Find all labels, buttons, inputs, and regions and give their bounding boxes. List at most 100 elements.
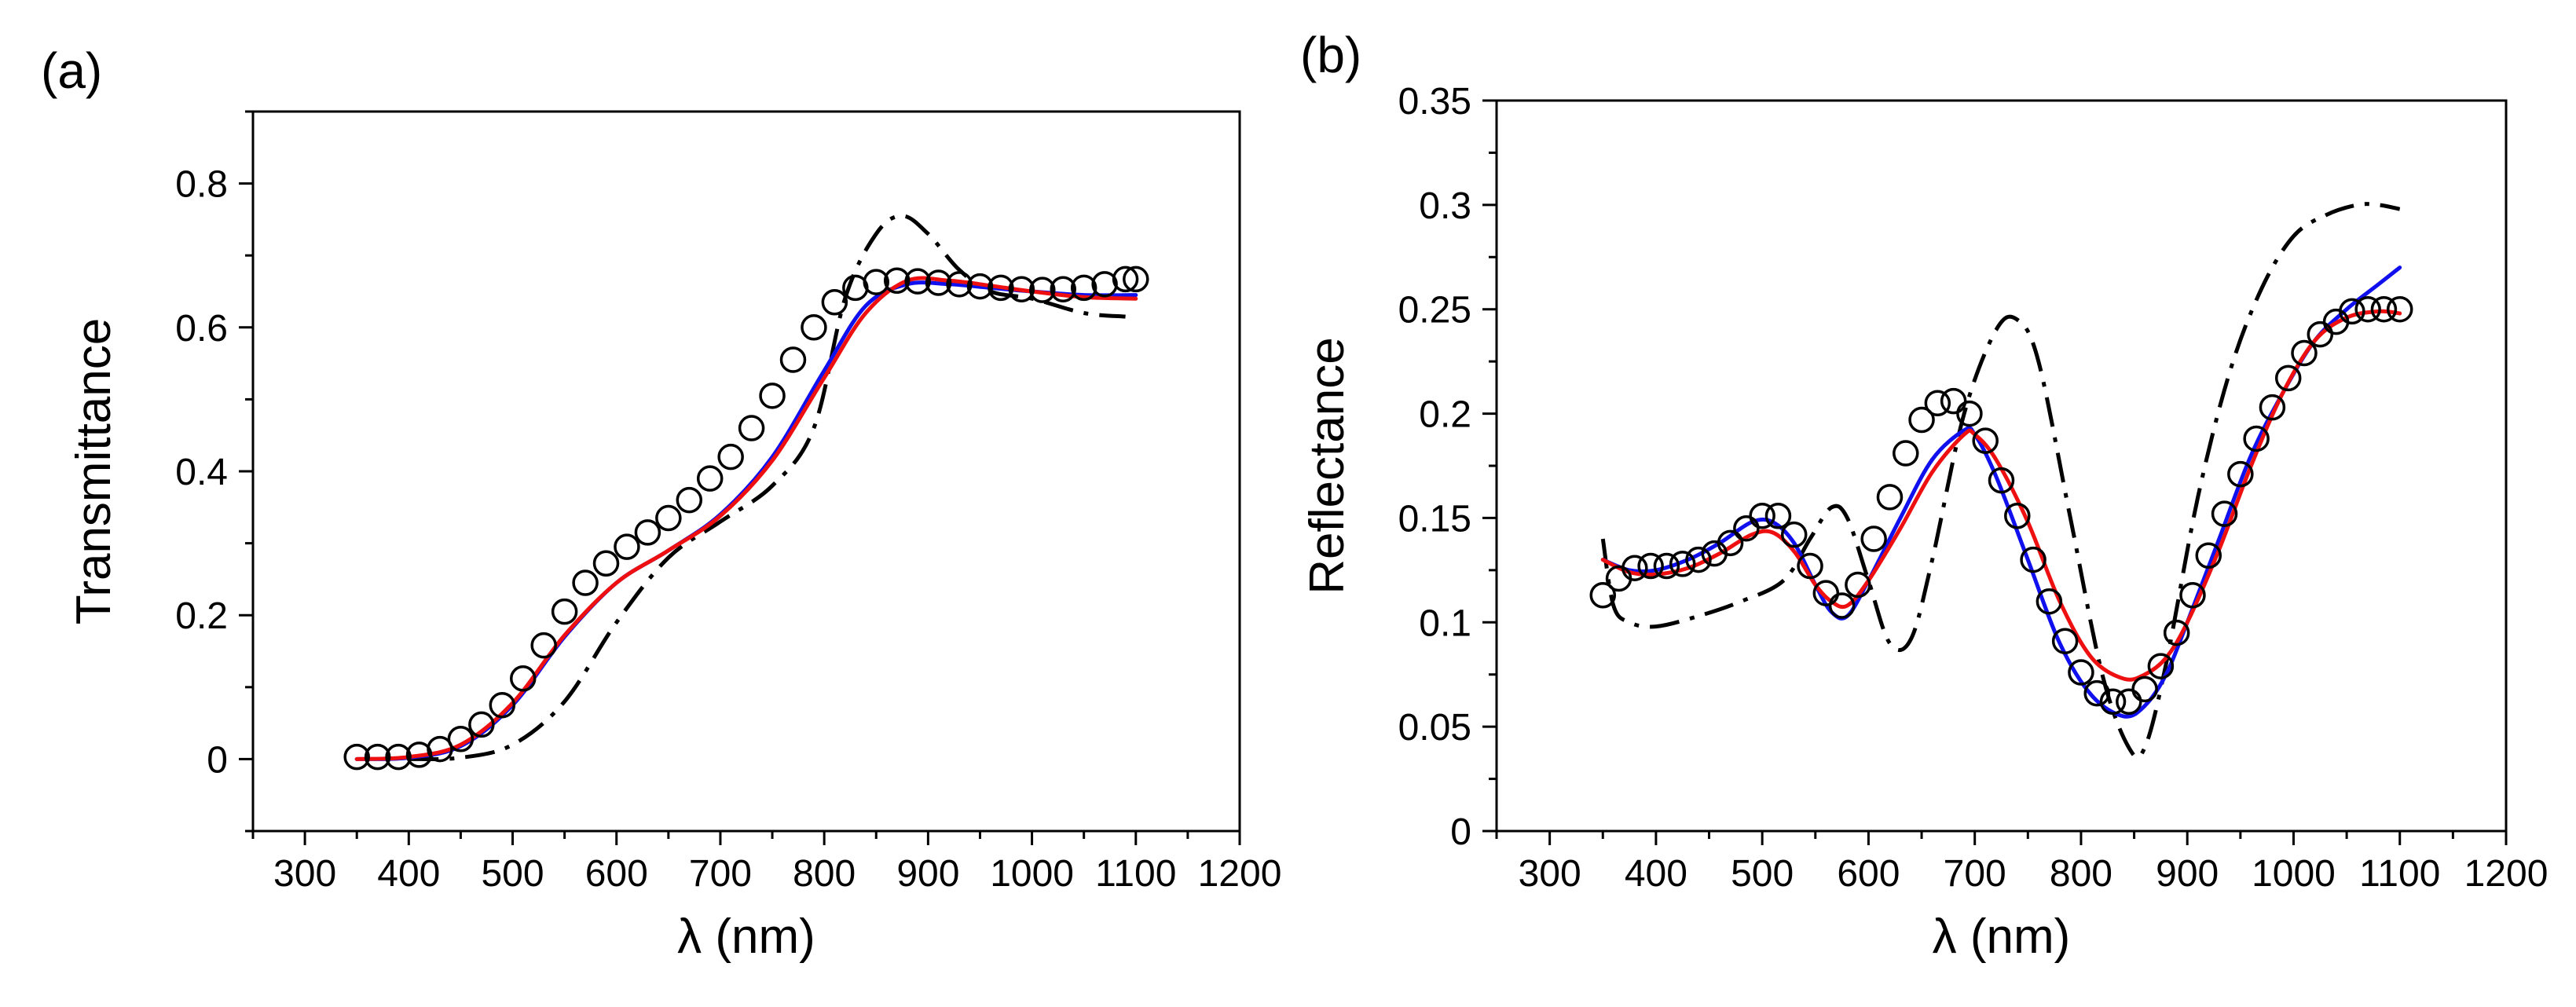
data-point (1653, 552, 1680, 580)
data-point (614, 533, 640, 560)
data-point (925, 269, 952, 296)
x-tick-label: 1100 (2359, 853, 2440, 895)
data-point (2307, 320, 2334, 348)
data-point (468, 711, 495, 738)
x-tick-label: 600 (585, 853, 648, 895)
data-point (2099, 688, 2127, 716)
y-tick-label: 0.2 (175, 595, 228, 637)
data-point (2163, 619, 2190, 646)
data-point (821, 288, 848, 316)
data-point (2068, 659, 2094, 686)
data-point (1924, 390, 1951, 417)
data-point (966, 273, 994, 300)
y-tick-label: 0.6 (175, 308, 228, 350)
x-tick-label: 1200 (1198, 853, 1282, 895)
data-point (2131, 676, 2158, 703)
y-tick-label: 0 (207, 739, 228, 781)
data-point (1070, 274, 1097, 302)
y-tick-label: 0.3 (1419, 185, 1471, 227)
y-axis-title: Reflectance (1300, 337, 1354, 594)
data-point (1050, 276, 1076, 303)
data-point (801, 314, 827, 341)
data-point (1733, 514, 1760, 542)
x-tick-label: 900 (896, 853, 959, 895)
x-tick-label: 900 (2156, 853, 2219, 895)
panel-label: (b) (1300, 27, 1361, 83)
data-point (883, 267, 911, 295)
x-tick-label: 700 (689, 853, 752, 895)
blue-fit-curve (354, 280, 1138, 761)
x-tick-label: 1000 (990, 853, 1074, 895)
data-point (1780, 521, 1808, 548)
x-tick-label: 800 (793, 853, 856, 895)
data-point (2211, 500, 2238, 527)
data-point (2147, 653, 2175, 679)
data-point (904, 268, 931, 295)
data-point (717, 443, 744, 471)
dashdot-curve (409, 214, 1126, 762)
y-tick-label: 0.35 (1398, 81, 1471, 123)
data-point (1091, 271, 1118, 298)
y-tick-label: 0.25 (1398, 290, 1471, 331)
data-point (343, 743, 370, 771)
x-axis-title: λ (nm) (677, 910, 815, 964)
y-tick-label: 0.2 (1419, 394, 1471, 436)
data-point (1123, 265, 1149, 293)
data-point (655, 504, 682, 532)
data-point (2370, 295, 2398, 323)
data-point (489, 691, 516, 719)
data-point (863, 269, 890, 295)
data-point (1876, 484, 1904, 511)
data-point (2116, 688, 2142, 716)
data-point (738, 415, 765, 441)
x-tick-label: 1000 (2252, 853, 2336, 895)
x-tick-label: 300 (273, 853, 336, 895)
dashdot-curve (1600, 202, 2401, 760)
y-tick-label: 0.15 (1398, 498, 1471, 540)
y-tick-label: 0.05 (1398, 707, 1471, 749)
panel-label: (a) (41, 42, 102, 99)
data-point (1828, 592, 1856, 619)
data-point (759, 383, 786, 409)
data-point (634, 519, 661, 546)
data-point (592, 550, 620, 577)
data-point (2036, 588, 2063, 615)
x-tick-label: 1100 (1095, 853, 1176, 895)
data-point (2004, 503, 2031, 529)
data-point (1764, 503, 1792, 529)
data-point (1669, 551, 1696, 577)
data-point (1812, 580, 1840, 606)
data-point (1008, 276, 1035, 303)
data-point (2354, 295, 2381, 323)
data-point (530, 632, 557, 659)
data-point (551, 598, 578, 625)
data-point (1029, 276, 1056, 303)
data-point (1956, 400, 1983, 427)
data-point (1685, 546, 1712, 573)
data-point (1972, 427, 1999, 454)
data-point (2386, 295, 2413, 323)
data-point (2227, 460, 2254, 488)
data-point (1621, 555, 1648, 581)
red-fit-curve (1600, 309, 2402, 682)
data-point (779, 346, 807, 373)
data-point (1717, 529, 1744, 557)
y-axis-title: Transmittance (67, 318, 121, 625)
data-point (1589, 581, 1617, 609)
data-point (1940, 387, 1967, 415)
data-point (1908, 406, 1935, 434)
data-point (676, 486, 703, 514)
data-point (946, 271, 973, 298)
data-point (447, 726, 475, 753)
data-point (364, 743, 391, 771)
measured-data-markers (343, 265, 1149, 771)
data-point (1860, 525, 1887, 552)
plot-frame (251, 110, 1241, 833)
data-point (1988, 467, 2015, 494)
x-axis-title: λ (nm) (1933, 910, 2071, 964)
data-point (1893, 440, 1919, 467)
panel-b: (b) 300 400 500 600 700 800 900 1000 1100 1200 0 0.0… (1300, 27, 2548, 964)
data-point (427, 735, 453, 763)
x-tick-label: 800 (2050, 853, 2112, 895)
